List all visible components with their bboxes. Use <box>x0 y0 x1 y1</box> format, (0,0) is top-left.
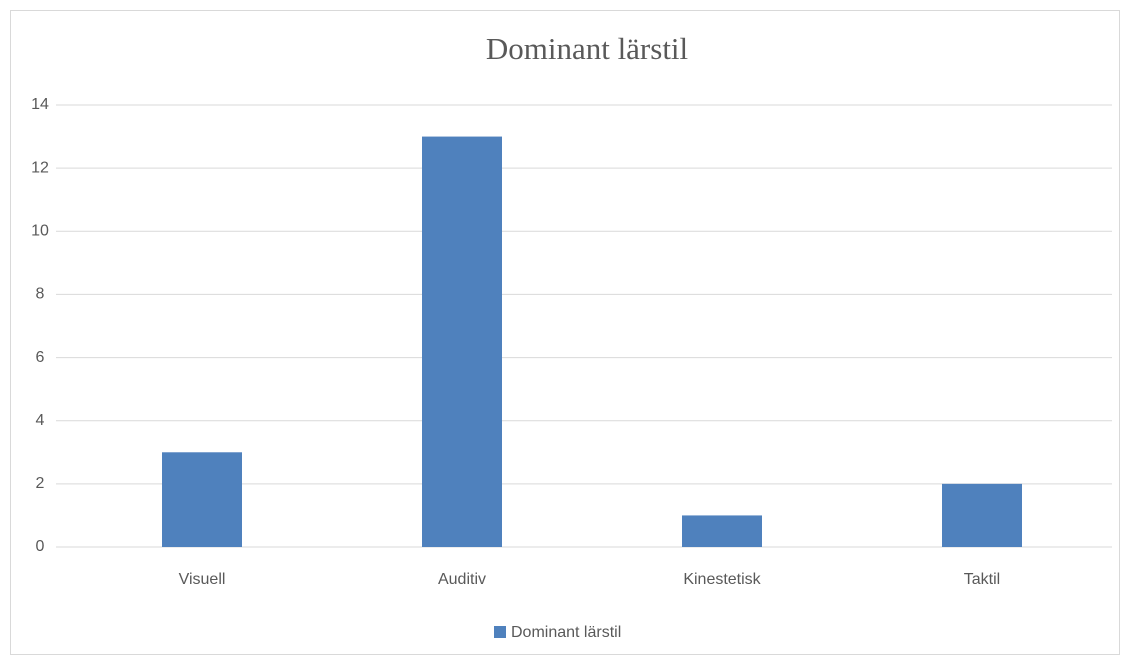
x-tick-label: Kinestetisk <box>683 571 761 588</box>
legend-label: Dominant lärstil <box>511 624 621 641</box>
y-tick-label: 6 <box>36 349 45 366</box>
chart-border <box>10 10 1120 655</box>
y-tick-label: 8 <box>36 286 45 303</box>
bar <box>422 136 502 548</box>
y-tick-label: 12 <box>31 159 49 176</box>
y-tick-label: 2 <box>36 475 45 492</box>
x-tick-label: Taktil <box>964 571 1000 588</box>
y-tick-label: 0 <box>36 538 45 555</box>
y-tick-label: 14 <box>31 96 49 113</box>
legend-swatch <box>494 626 506 638</box>
chart-title: Dominant lärstil <box>486 31 688 66</box>
bar <box>682 515 762 547</box>
bar <box>942 483 1022 547</box>
y-tick-label: 4 <box>36 412 45 429</box>
x-tick-label: Visuell <box>179 571 226 588</box>
y-tick-label: 10 <box>31 223 49 240</box>
bar <box>162 452 242 547</box>
x-tick-label: Auditiv <box>438 571 486 588</box>
